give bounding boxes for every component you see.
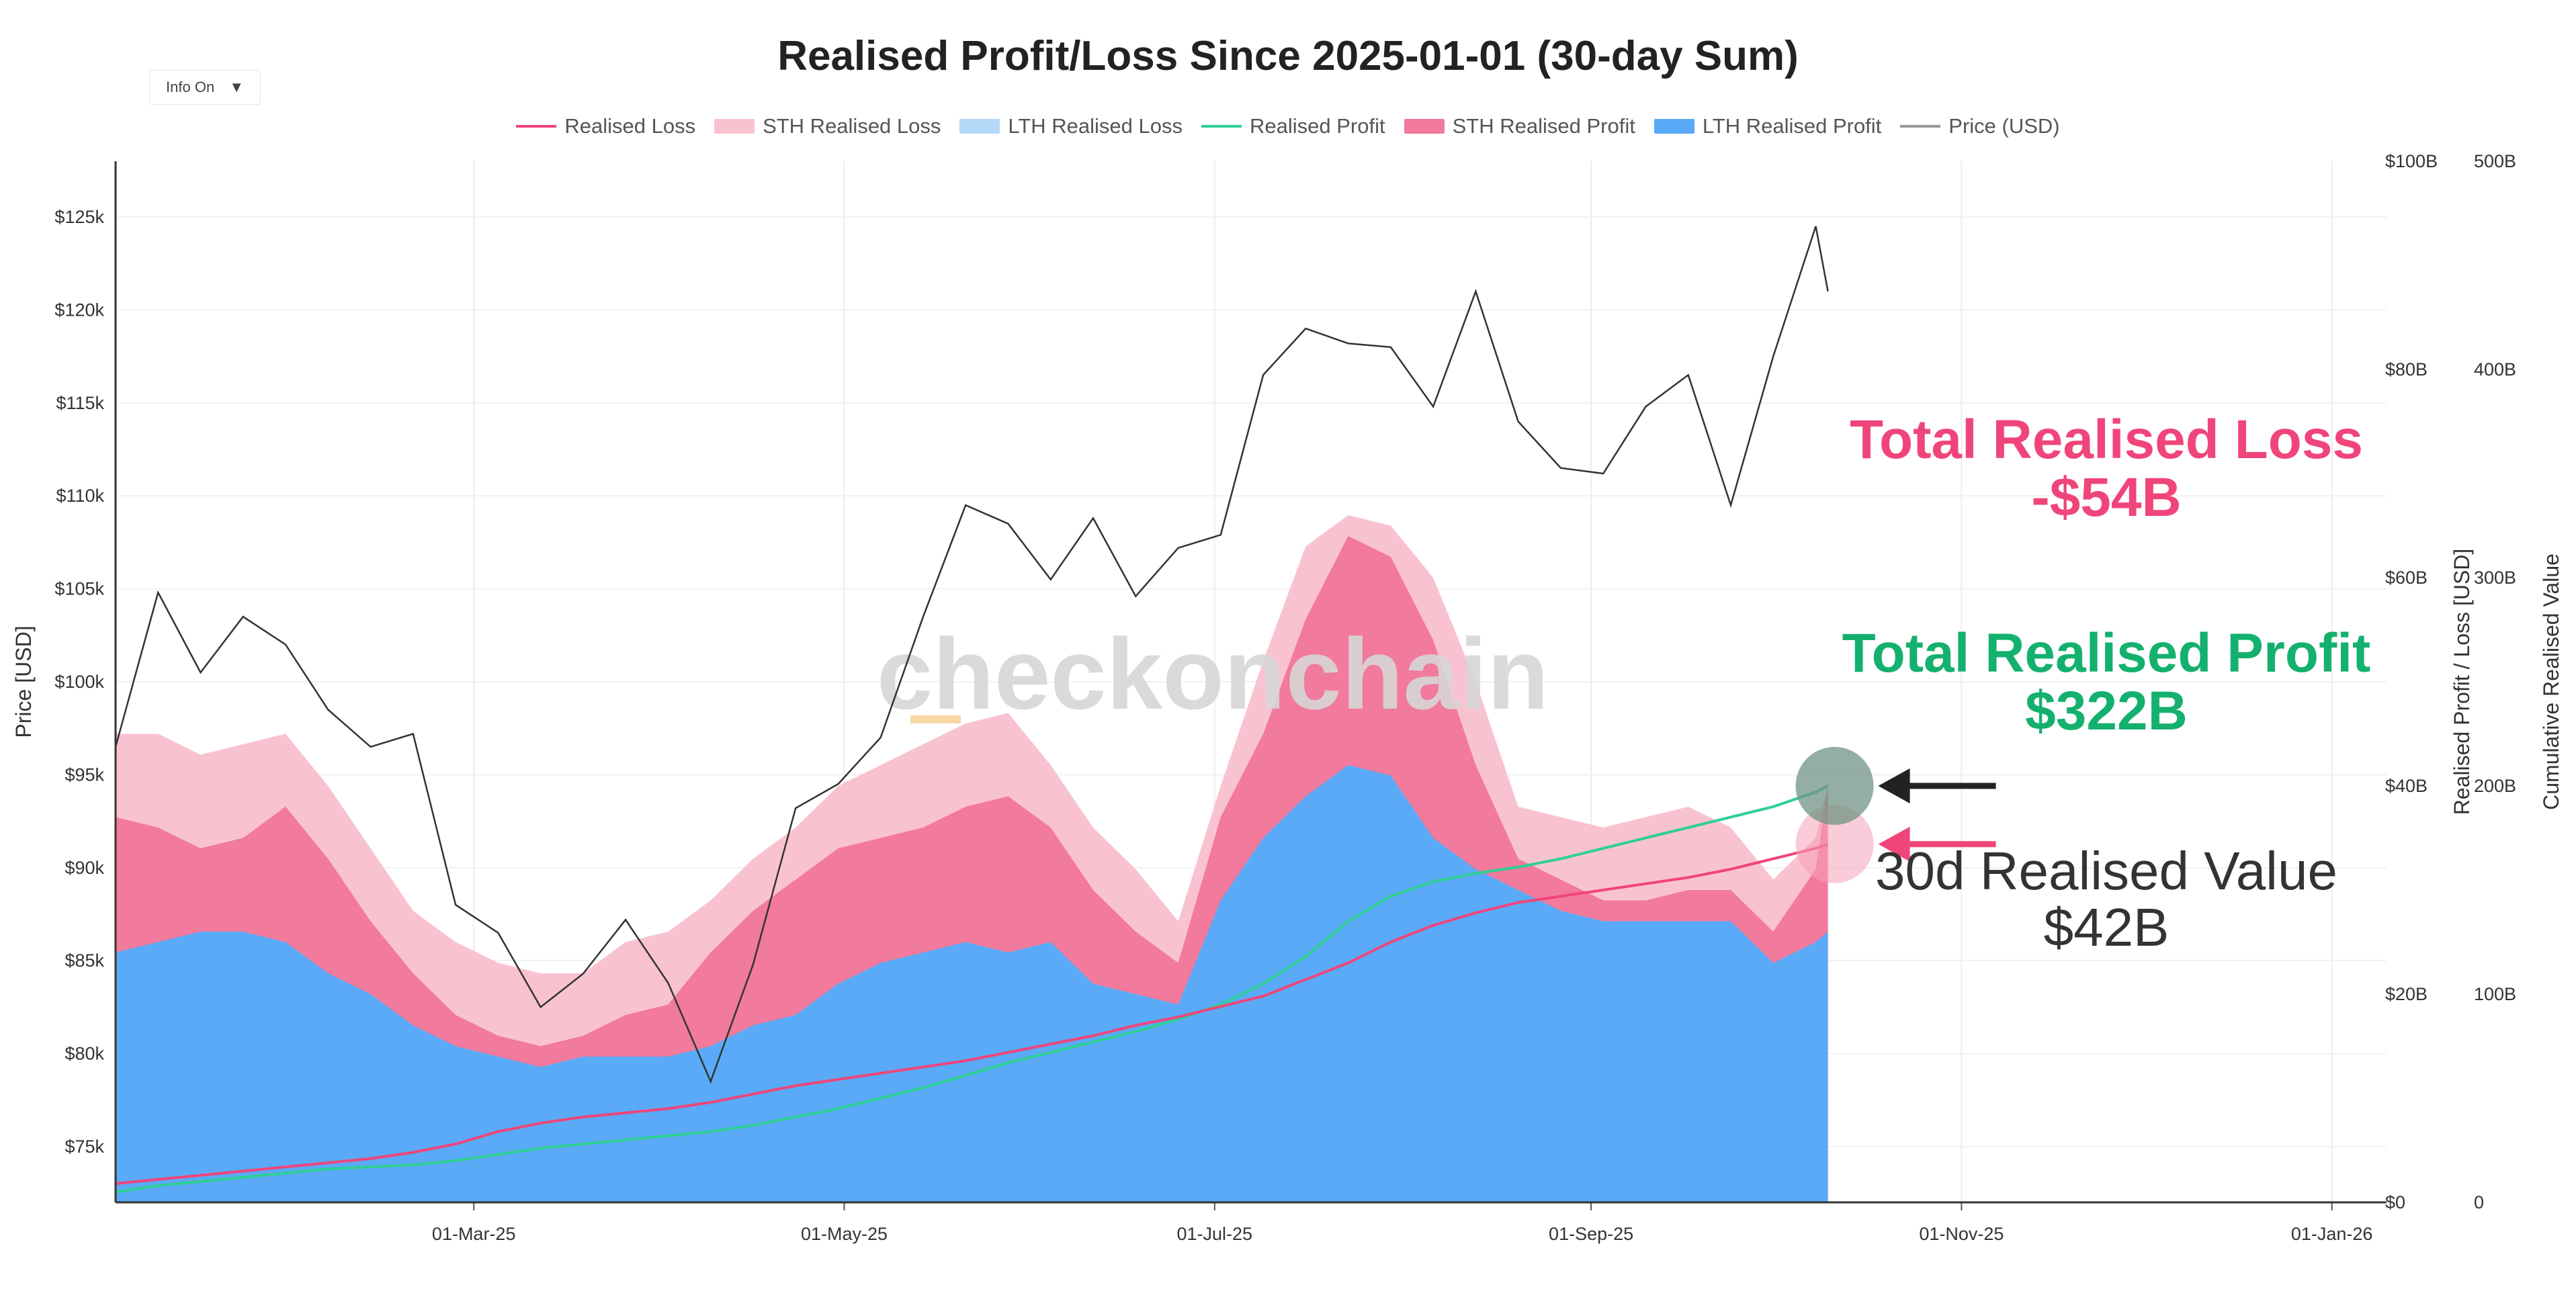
annotation-total-realised-loss: Total Realised Loss -$54B [1828, 409, 2385, 529]
annotation-loss-value: -$54B [2031, 467, 2182, 529]
legend-swatch [1654, 119, 1694, 134]
chart-legend: Realised Loss STH Realised Loss LTH Realis… [0, 112, 2576, 141]
legend-label: Realised Profit [1250, 114, 1385, 138]
y-left-axis-title: Price [USD] [11, 625, 36, 738]
line-series [114, 226, 1829, 1194]
y-left-tick-label: $85k [65, 950, 104, 971]
y-left-tick-label: $80k [65, 1044, 104, 1064]
y-right-tick-label: $100B [2385, 151, 2438, 171]
lth-realised-profit-area [116, 765, 1828, 1202]
legend-label: Price (USD) [1948, 114, 2060, 138]
grid-lines [116, 161, 2387, 1202]
y-right2-tick-label: 500B [2474, 151, 2516, 171]
y-right2-tick-label: 300B [2474, 568, 2516, 588]
y-right-tick-label: $40B [2385, 776, 2428, 796]
legend-swatch [714, 119, 755, 134]
value-marker-circle [1795, 747, 1874, 825]
legend-swatch [1201, 125, 1242, 128]
annotation-value-title: 30d Realised Value [1875, 841, 2337, 901]
x-tick-label: 01-Jan-26 [2291, 1224, 2373, 1244]
legend-swatch [516, 125, 557, 128]
legend-item[interactable]: LTH Realised Loss [959, 114, 1183, 138]
legend-swatch [1900, 125, 1941, 128]
legend-label: STH Realised Profit [1452, 114, 1635, 138]
y-left-tick-label: $75k [65, 1137, 104, 1157]
info-toggle-button[interactable]: Info On ▼ [149, 70, 261, 105]
y-left-tick-label: $95k [65, 764, 104, 785]
legend-item[interactable]: Price (USD) [1900, 114, 2060, 138]
x-tick-label: 01-Jul-25 [1176, 1224, 1252, 1244]
y-right2-tick-label: 100B [2474, 984, 2516, 1004]
watermark-accent [910, 715, 961, 723]
legend-label: LTH Realised Profit [1702, 114, 1882, 138]
annotation-30d-realised-value: 30d Realised Value $42B [1828, 843, 2385, 956]
value-marker-arrowhead [1878, 768, 1910, 803]
legend-item[interactable]: LTH Realised Profit [1654, 114, 1881, 138]
annotation-loss-title: Total Realised Loss [1849, 409, 2364, 470]
y-right2-axis-title: Cumulative Realised Value [2539, 553, 2563, 810]
x-tick-label: 01-May-25 [801, 1224, 888, 1244]
annotation-profit-title: Total Realised Profit [1842, 623, 2371, 684]
annotation-value-value: $42B [2043, 897, 2170, 957]
legend-swatch [1404, 119, 1445, 134]
y-left-tick-label: $105k [54, 579, 104, 599]
y-left-tick-label: $120k [54, 300, 104, 320]
y-right-tick-label: $80B [2385, 359, 2428, 380]
realised-loss-line [115, 842, 1829, 1186]
loss-marker-arrowhead [1878, 826, 1910, 862]
y-left-tick-label: $100k [54, 672, 104, 692]
realised-profit-line [115, 785, 1829, 1194]
legend-item[interactable]: Realised Loss [516, 114, 695, 138]
y-right2-tick-label: 200B [2474, 776, 2516, 796]
legend-item[interactable]: STH Realised Profit [1404, 114, 1635, 138]
x-tick-label: 01-Mar-25 [432, 1224, 516, 1244]
loss-marker-circle [1795, 805, 1874, 883]
chevron-down-icon: ▼ [229, 79, 244, 95]
legend-swatch [959, 119, 1000, 134]
annotation-total-realised-profit: Total Realised Profit $322B [1828, 623, 2385, 742]
annotation-markers [1795, 747, 1996, 883]
y-left-tick-label: $125k [54, 207, 104, 227]
chart-title: Realised Profit/Loss Since 2025-01-01 (3… [777, 33, 1799, 79]
y-right-tick-label: $20B [2385, 984, 2428, 1004]
legend-item[interactable]: STH Realised Loss [714, 114, 941, 138]
annotation-profit-value: $322B [2025, 680, 2188, 742]
y-right-axis-title: Realised Profit / Loss [USD] [2450, 549, 2474, 815]
watermark: checkonchain [877, 617, 1549, 730]
info-toggle-label: Info On [166, 79, 215, 95]
y-right2-tick-label: 400B [2474, 359, 2516, 380]
legend-label: Realised Loss [564, 114, 696, 138]
legend-item[interactable]: Realised Profit [1201, 114, 1385, 138]
y-left-tick-label: $110k [56, 486, 104, 506]
legend-label: STH Realised Loss [763, 114, 941, 138]
y-left-tick-label: $115k [56, 393, 104, 413]
y-right2-tick-label: 0 [2474, 1192, 2484, 1212]
x-tick-label: 01-Sep-25 [1549, 1224, 1633, 1244]
area-series [116, 515, 1828, 1202]
y-right-tick-label: $0 [2385, 1192, 2405, 1212]
y-right-tick-label: $60B [2385, 568, 2428, 588]
price-line [114, 226, 1829, 1084]
axes: 01-Mar-25 01-May-25 01-Jul-25 01-Sep-25 01-N… [11, 151, 2563, 1244]
y-left-tick-label: $90k [65, 858, 104, 878]
legend-label: LTH Realised Loss [1008, 114, 1183, 138]
x-tick-label: 01-Nov-25 [1919, 1224, 2004, 1244]
